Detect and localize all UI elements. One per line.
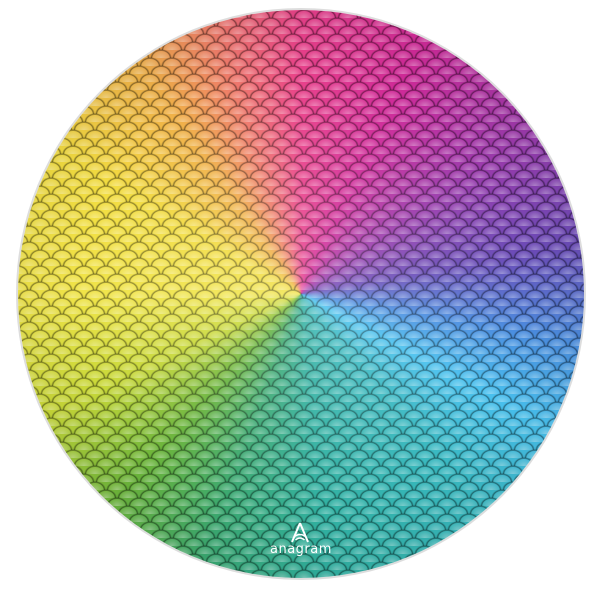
balloon-highlight — [18, 10, 584, 578]
anagram-logo: anagram — [270, 522, 332, 564]
sequin-pattern — [18, 10, 584, 578]
logo-text: anagram — [270, 542, 332, 557]
sequin-balloon — [18, 10, 584, 578]
anagram-a-icon — [291, 522, 309, 543]
